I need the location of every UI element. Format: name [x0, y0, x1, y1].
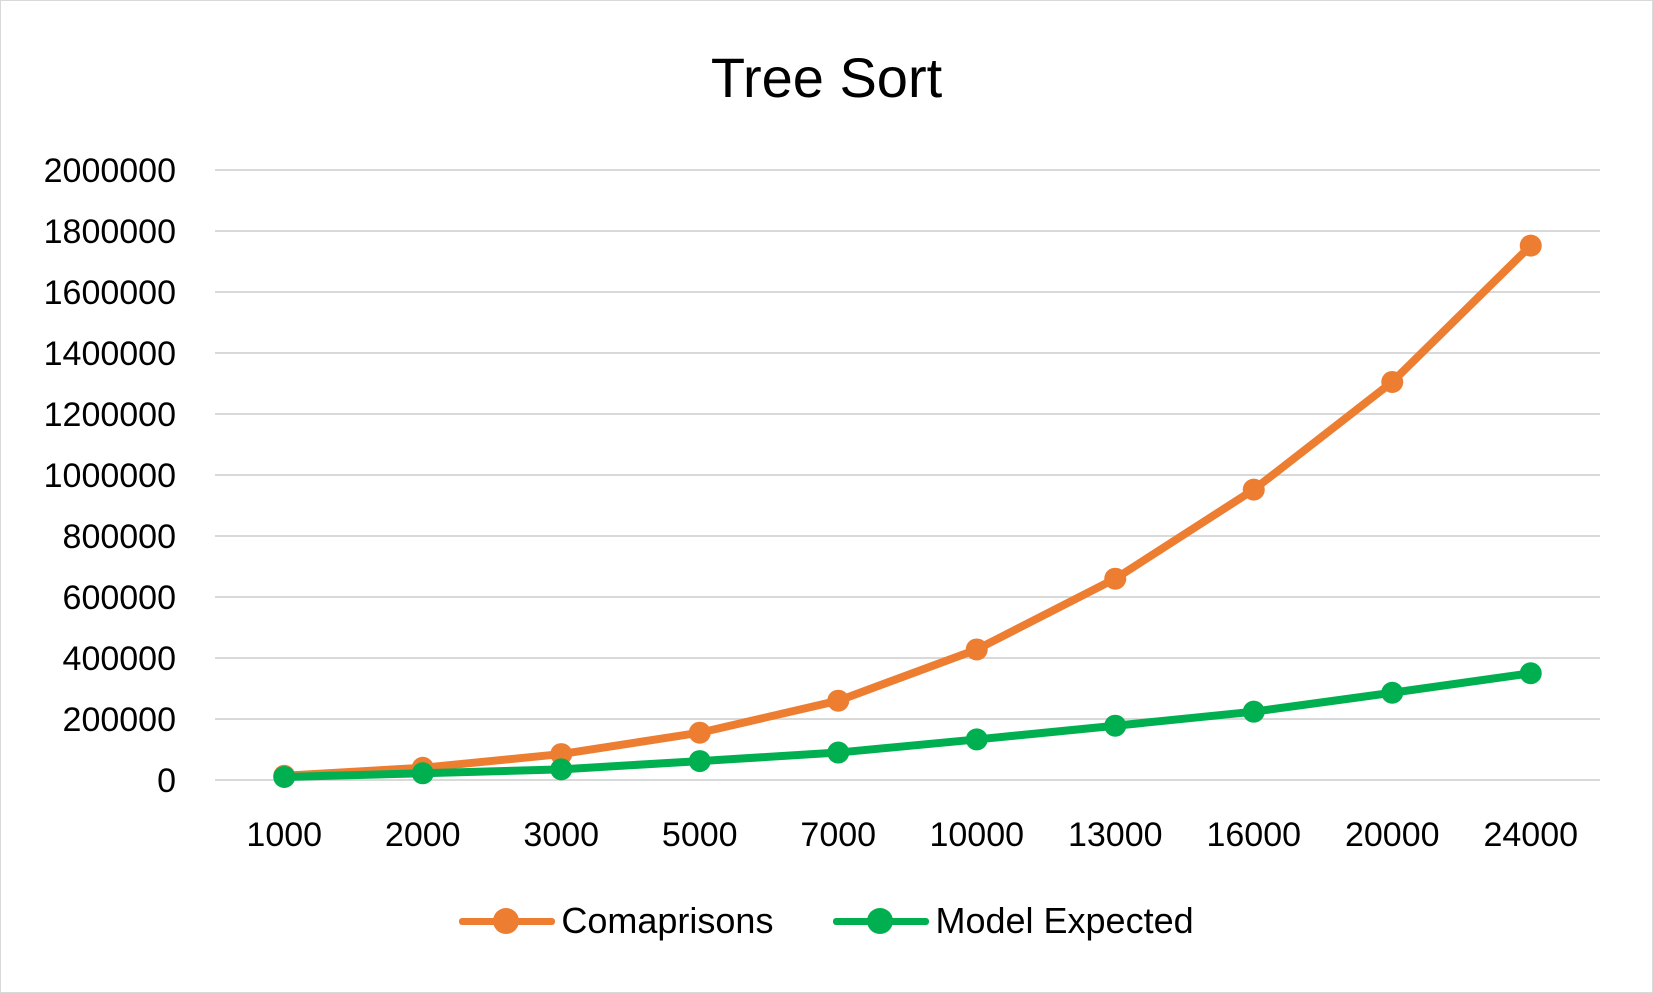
gridlines [215, 169, 1600, 781]
x-tick-label: 2000 [385, 816, 461, 854]
data-point [965, 728, 988, 751]
legend-swatch-comaprisons [459, 901, 556, 941]
y-tick-label: 0 [157, 762, 176, 800]
legend-item-model-expected: Model Expected [833, 900, 1194, 942]
y-tick-label: 1200000 [44, 396, 176, 434]
y-tick-label: 800000 [63, 518, 176, 556]
y-tick-label: 1400000 [44, 335, 176, 373]
x-axis-ticks: 1000 2000 3000 5000 7000 10000 13000 16000 20000… [246, 816, 1578, 854]
x-tick-label: 5000 [662, 816, 738, 854]
data-point [1381, 370, 1404, 393]
y-tick-label: 400000 [63, 640, 176, 678]
y-tick-label: 600000 [63, 579, 176, 617]
series-0 [273, 234, 1542, 787]
data-point [688, 721, 711, 744]
x-tick-label: 13000 [1068, 816, 1163, 854]
data-point [1519, 662, 1542, 685]
x-tick-label: 24000 [1483, 816, 1578, 854]
x-tick-label: 20000 [1345, 816, 1440, 854]
legend-label-model-expected: Model Expected [935, 900, 1194, 941]
data-point [965, 638, 988, 661]
data-point [1104, 567, 1127, 590]
legend-marker-comaprisons [493, 908, 520, 934]
x-tick-label: 16000 [1206, 816, 1301, 854]
series-lines [273, 234, 1542, 788]
legend-swatch-model-expected [833, 901, 930, 941]
y-tick-label: 1600000 [44, 274, 176, 312]
data-point [273, 765, 296, 788]
legend-label-comaprisons: Comaprisons [561, 900, 774, 941]
data-point [411, 762, 434, 785]
y-tick-label: 1000000 [44, 457, 176, 495]
data-point [827, 689, 850, 712]
data-point [1242, 700, 1265, 723]
series-line [280, 669, 1535, 781]
data-point [827, 741, 850, 764]
series-1 [273, 662, 1542, 788]
data-point [688, 750, 711, 773]
chart-legend: Comaprisons Model Expected [0, 900, 1653, 942]
series-line [280, 241, 1535, 780]
y-axis-ticks: 0 200000 400000 600000 800000 1000000 1200000 1… [44, 152, 176, 800]
data-point [1381, 681, 1404, 704]
x-tick-label: 3000 [523, 816, 599, 854]
data-point [550, 758, 573, 781]
data-point [1242, 478, 1265, 501]
legend-marker-model-expected [867, 908, 894, 934]
data-point [550, 743, 573, 766]
y-tick-label: 200000 [63, 701, 176, 739]
y-tick-label: 1800000 [44, 213, 176, 251]
x-tick-label: 7000 [800, 816, 876, 854]
data-point [1104, 714, 1127, 737]
x-tick-label: 10000 [929, 816, 1024, 854]
x-tick-label: 1000 [246, 816, 322, 854]
data-point [1519, 234, 1542, 257]
y-tick-label: 2000000 [44, 152, 176, 190]
legend-item-comaprisons: Comaprisons [459, 900, 773, 942]
chart-title: Tree Sort [710, 46, 943, 109]
